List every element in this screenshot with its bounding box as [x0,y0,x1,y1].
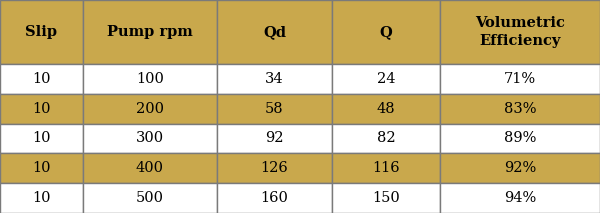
Text: 92%: 92% [504,161,536,175]
Text: 116: 116 [373,161,400,175]
Bar [217,124,332,153]
Text: 10: 10 [32,131,51,145]
Text: Q: Q [380,25,392,39]
Text: 82: 82 [377,131,395,145]
Text: 58: 58 [265,102,284,116]
Bar [83,0,217,64]
Text: Pump rpm: Pump rpm [107,25,193,39]
Bar [217,0,332,64]
Bar [83,183,217,213]
Bar [332,124,440,153]
Bar [83,153,217,183]
Text: Slip: Slip [25,25,58,39]
Bar [440,124,600,153]
Text: 10: 10 [32,72,51,86]
Text: 160: 160 [260,191,289,205]
Bar [332,64,440,94]
Bar [0,124,83,153]
Text: 83%: 83% [504,102,536,116]
Text: Qd: Qd [263,25,286,39]
Bar [217,94,332,124]
Bar [440,64,600,94]
Text: 100: 100 [136,72,164,86]
Bar [332,183,440,213]
Text: 34: 34 [265,72,284,86]
Bar [0,153,83,183]
Bar [0,64,83,94]
Bar [440,94,600,124]
Bar [440,183,600,213]
Bar [83,124,217,153]
Text: 48: 48 [377,102,395,116]
Text: 71%: 71% [504,72,536,86]
Text: Volumetric
Efficiency: Volumetric Efficiency [475,16,565,48]
Bar [217,64,332,94]
Text: 10: 10 [32,161,51,175]
Bar [332,94,440,124]
Bar [83,94,217,124]
Bar [217,153,332,183]
Bar [0,94,83,124]
Text: 300: 300 [136,131,164,145]
Bar [332,153,440,183]
Bar [0,0,83,64]
Text: 10: 10 [32,102,51,116]
Bar [440,0,600,64]
Text: 500: 500 [136,191,164,205]
Text: 200: 200 [136,102,164,116]
Bar [83,64,217,94]
Text: 10: 10 [32,191,51,205]
Text: 92: 92 [265,131,284,145]
Text: 94%: 94% [504,191,536,205]
Bar [217,183,332,213]
Text: 400: 400 [136,161,164,175]
Text: 89%: 89% [504,131,536,145]
Text: 24: 24 [377,72,395,86]
Bar [0,183,83,213]
Text: 150: 150 [372,191,400,205]
Bar [440,153,600,183]
Bar [332,0,440,64]
Text: 126: 126 [260,161,289,175]
